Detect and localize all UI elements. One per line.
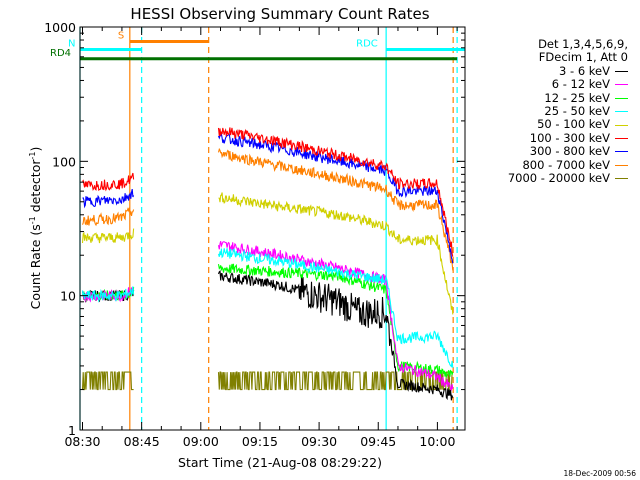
legend-label: 12 - 25 keV — [544, 90, 610, 105]
x-tick-label: 09:15 — [242, 434, 278, 449]
y-tick-label: 1 — [68, 423, 76, 438]
y-tick-label: 1000 — [44, 20, 76, 35]
legend-item: 6 - 12 keV — [478, 77, 628, 92]
legend-label: 50 - 100 keV — [537, 117, 610, 132]
series-line — [217, 147, 454, 271]
generation-timestamp: 18-Dec-2009 00:56 — [563, 469, 636, 478]
legend-item: 3 - 6 keV — [478, 63, 628, 78]
y-axis-label: Count Rate (s-1 detector-1) — [28, 147, 43, 310]
legend-swatch — [615, 84, 628, 86]
legend-item: 300 - 800 keV — [478, 144, 628, 159]
legend-item: 12 - 25 keV — [478, 90, 628, 105]
series-line — [217, 132, 454, 264]
series-line — [81, 286, 135, 303]
chart-title: HESSI Observing Summary Count Rates — [130, 5, 429, 23]
series-line — [217, 270, 454, 401]
legend-swatch — [615, 71, 628, 73]
legend-label: 800 - 7000 keV — [522, 157, 610, 172]
x-tick-label: 08:45 — [124, 434, 160, 449]
legend-label: 7000 - 20000 keV — [507, 171, 610, 186]
legend-swatch — [615, 164, 628, 166]
x-tick-label: 08:30 — [64, 434, 100, 449]
x-tick-label: 09:30 — [301, 434, 337, 449]
legend-label: 6 - 12 keV — [551, 77, 610, 92]
legend-item: 100 - 300 keV — [478, 130, 628, 145]
x-tick-label: 10:00 — [419, 434, 455, 449]
legend-swatch — [615, 111, 628, 113]
flag-label: N — [68, 38, 75, 49]
series-line — [82, 188, 135, 209]
legend-item: 7000 - 20000 keV — [478, 171, 628, 186]
series-line — [82, 172, 135, 192]
series-line — [217, 127, 454, 257]
legend-swatch — [615, 151, 628, 153]
legend-label: 3 - 6 keV — [559, 63, 610, 78]
series-line — [81, 207, 135, 227]
legend-swatch — [615, 97, 628, 99]
legend-swatch — [615, 124, 628, 126]
series-line — [81, 371, 134, 391]
legend-item: 25 - 50 keV — [478, 104, 628, 119]
y-tick-label: 10 — [60, 289, 76, 304]
series-line — [81, 228, 135, 244]
legend-item: 800 - 7000 keV — [478, 157, 628, 172]
flag-label: RDC — [356, 38, 378, 49]
legend-header-detectors: Det 1,3,4,5,6,9, — [538, 37, 628, 51]
chart-legend: Det 1,3,4,5,6,9, FDecim 1, Att 0 3 - 6 k… — [478, 37, 628, 186]
flag-label: S — [118, 30, 124, 41]
legend-swatch — [615, 178, 628, 180]
legend-label: 100 - 300 keV — [529, 130, 610, 145]
legend-item: 50 - 100 keV — [478, 118, 628, 131]
legend-swatch — [615, 138, 628, 140]
series-line — [218, 192, 454, 315]
plot-frame — [79, 26, 466, 431]
legend-header-config: FDecim 1, Att 0 — [538, 50, 628, 65]
x-tick-label: 09:45 — [360, 434, 396, 449]
series-line — [217, 248, 454, 368]
y-tick-label: 100 — [52, 154, 76, 169]
legend-label: 25 - 50 keV — [544, 104, 610, 119]
series-line — [217, 263, 454, 379]
legend-label: 300 - 800 keV — [529, 144, 610, 159]
x-axis-label: Start Time (21-Aug-08 08:29:22) — [178, 455, 382, 470]
flag-label: RD4 — [50, 48, 71, 59]
series-line — [217, 241, 454, 391]
x-tick-label: 09:00 — [183, 434, 219, 449]
